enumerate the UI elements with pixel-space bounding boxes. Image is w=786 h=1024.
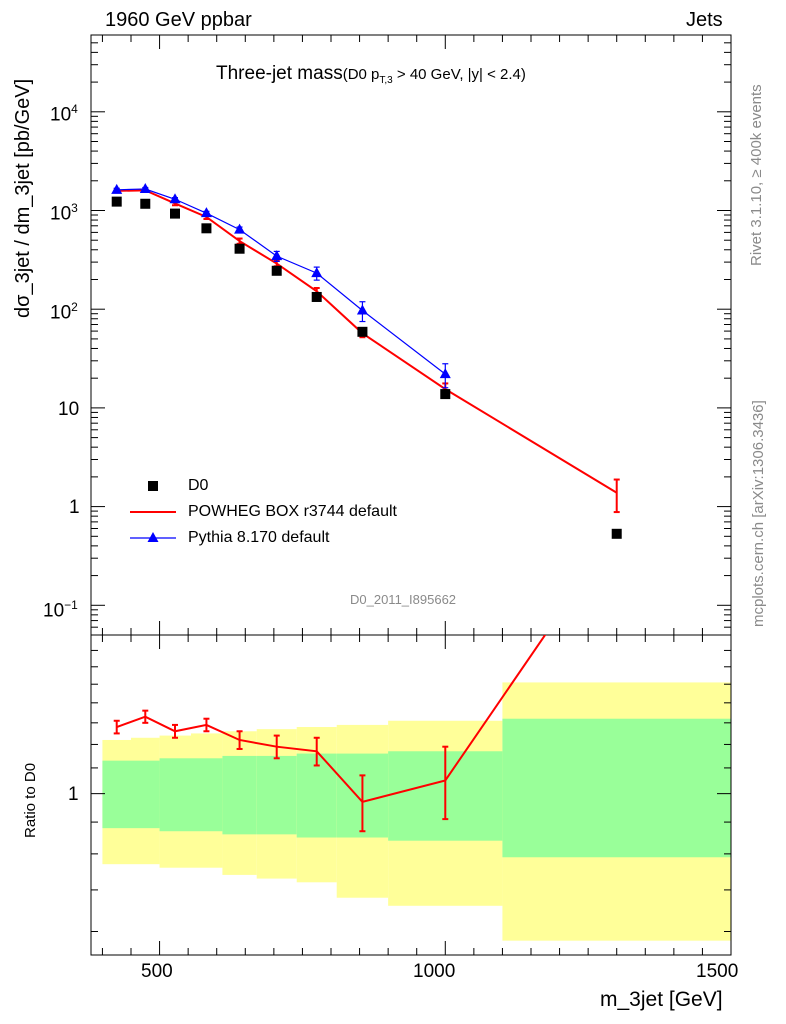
ratio-band-inner	[131, 760, 160, 829]
y-tick-label-1: 1	[69, 497, 80, 518]
ratio-tick-label-1: 1	[68, 784, 79, 805]
chart-title: Three-jet mass(D0 pT,3 > 40 GeV, |y| < 2…	[216, 63, 526, 86]
ratio-band-inner	[222, 755, 257, 835]
legend-markers	[130, 481, 176, 542]
legend-marker-d0	[148, 481, 158, 491]
ratio-band-inner	[159, 758, 191, 832]
x-tick-label-1500: 1500	[696, 961, 739, 982]
mcplots-source-label: mcplots.cern.ch [arXiv:1306.3436]	[750, 400, 767, 627]
powheg-line	[116, 189, 618, 494]
d0-data-point	[111, 196, 122, 207]
d0-data-point	[357, 326, 368, 337]
ratio-band-inner	[502, 718, 731, 858]
d0-data-point	[201, 223, 212, 234]
d0-data-point	[271, 265, 282, 276]
d0-data-point	[611, 528, 622, 539]
ratio-uncertainty-bands	[102, 682, 731, 941]
ratio-clipped-group	[113, 635, 547, 833]
ratio-frame-box	[90, 634, 732, 956]
header-left-label: 1960 GeV ppbar	[105, 9, 252, 31]
pythia-marker	[311, 267, 323, 278]
x-tick-label-500: 500	[141, 961, 173, 982]
rivet-info-label: Rivet 3.1.10, ≥ 400k events	[748, 84, 765, 266]
d0-data-point	[170, 208, 180, 219]
y-tick-label-10: 10	[58, 399, 80, 420]
d0-data-point	[311, 291, 322, 302]
pythia-marker	[439, 368, 451, 379]
pythia-marker	[271, 250, 283, 261]
ratio-band-inner	[102, 760, 131, 829]
cut-prefix: (D0 p	[342, 66, 380, 83]
pythia-marker	[111, 183, 123, 194]
y-tick-label-1e-1: 10−1	[43, 598, 78, 622]
ratio-band-inner	[191, 758, 223, 832]
y-axis-title: dσ_3jet / dm_3jet [pb/GeV]	[12, 78, 34, 318]
main-series-layer	[111, 183, 622, 539]
ratio-axis-title: Ratio to D0	[22, 762, 39, 838]
legend-marker-pythia-triangle	[147, 532, 159, 542]
main-frame-box	[90, 34, 732, 636]
y-tick-label-1e4: 104	[50, 102, 78, 126]
legend-label-powheg: POWHEG BOX r3744 default	[188, 503, 397, 520]
ratio-series-layer	[113, 635, 547, 833]
pythia-marker	[200, 207, 212, 218]
y-tick-label-1e3: 103	[50, 201, 78, 225]
d0-data-point	[234, 243, 245, 254]
powheg-ratio-line	[116, 635, 547, 803]
cut-suffix: > 40 GeV, |y| < 2.4)	[392, 66, 526, 83]
legend-label-d0: D0	[188, 477, 209, 494]
pythia-line	[116, 188, 446, 375]
x-axis-title: m_3jet [GeV]	[600, 988, 723, 1011]
d0-data-point	[140, 198, 151, 209]
ratio-band-inner	[256, 755, 297, 835]
pythia-marker	[169, 193, 181, 204]
y-tick-label-1e2: 102	[50, 300, 78, 324]
header-right-label: Jets	[686, 9, 723, 31]
pythia-marker	[356, 304, 368, 315]
ratio-band-inner	[296, 753, 337, 838]
x-tick-label-1000: 1000	[413, 961, 456, 982]
d0-data-point	[440, 389, 451, 400]
pythia-marker	[139, 183, 151, 194]
chart-title-cut: (D0 pT,3 > 40 GeV, |y| < 2.4)	[342, 66, 526, 86]
cut-sub: T,3	[379, 75, 393, 86]
chart-title-main: Three-jet mass	[216, 63, 343, 84]
analysis-watermark: D0_2011_I895662	[350, 592, 457, 607]
pythia-marker	[234, 223, 246, 234]
legend-label-pythia: Pythia 8.170 default	[188, 529, 330, 546]
ratio-panel-frame	[90, 634, 732, 956]
